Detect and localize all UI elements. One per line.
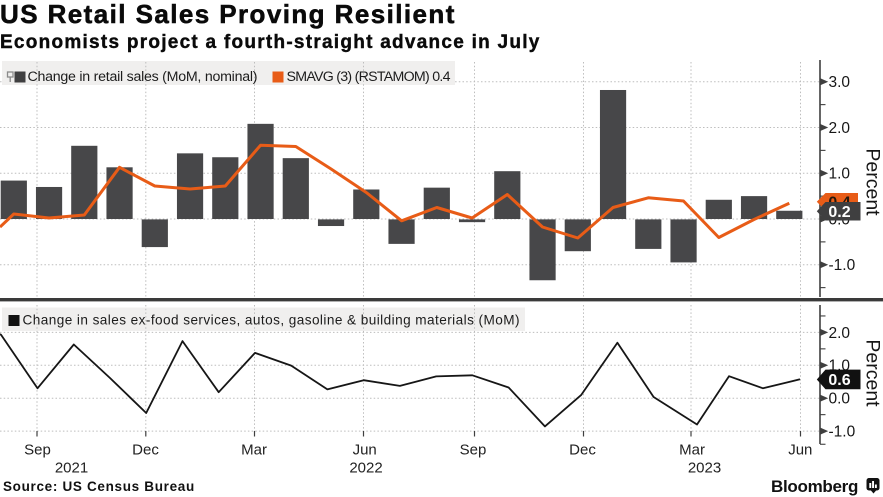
svg-text:2.0: 2.0 xyxy=(829,325,851,342)
svg-text:2021: 2021 xyxy=(55,460,88,477)
svg-text:Change in sales ex-food servic: Change in sales ex-food services, autos,… xyxy=(23,313,520,328)
svg-text:SMAVG (3) (RSTAMOM) 0.4: SMAVG (3) (RSTAMOM) 0.4 xyxy=(287,69,451,85)
svg-text:2022: 2022 xyxy=(349,460,382,477)
svg-text:Sep: Sep xyxy=(24,442,51,459)
svg-text:3.0: 3.0 xyxy=(829,74,851,91)
svg-text:1.0: 1.0 xyxy=(829,166,851,183)
svg-text:-1.0: -1.0 xyxy=(829,424,856,441)
svg-text:Jun: Jun xyxy=(788,442,812,459)
svg-text:0.6: 0.6 xyxy=(828,372,850,389)
svg-text:Dec: Dec xyxy=(132,442,159,459)
svg-text:Sep: Sep xyxy=(460,442,487,459)
svg-text:Dec: Dec xyxy=(569,442,596,459)
svg-text:Change in retail sales (MoM, n: Change in retail sales (MoM, nominal) xyxy=(28,69,258,85)
svg-text:0.2: 0.2 xyxy=(828,204,850,221)
svg-text:Mar: Mar xyxy=(679,442,705,459)
svg-text:0.0: 0.0 xyxy=(829,391,851,408)
svg-text:2.0: 2.0 xyxy=(829,120,851,137)
svg-text:-1.0: -1.0 xyxy=(829,257,856,274)
svg-text:2023: 2023 xyxy=(688,460,721,477)
svg-text:Percent: Percent xyxy=(862,148,883,216)
svg-text:Percent: Percent xyxy=(862,339,883,407)
svg-text:Mar: Mar xyxy=(241,442,267,459)
svg-text:Jun: Jun xyxy=(353,442,377,459)
svg-text:Bloomberg: Bloomberg xyxy=(771,477,858,496)
